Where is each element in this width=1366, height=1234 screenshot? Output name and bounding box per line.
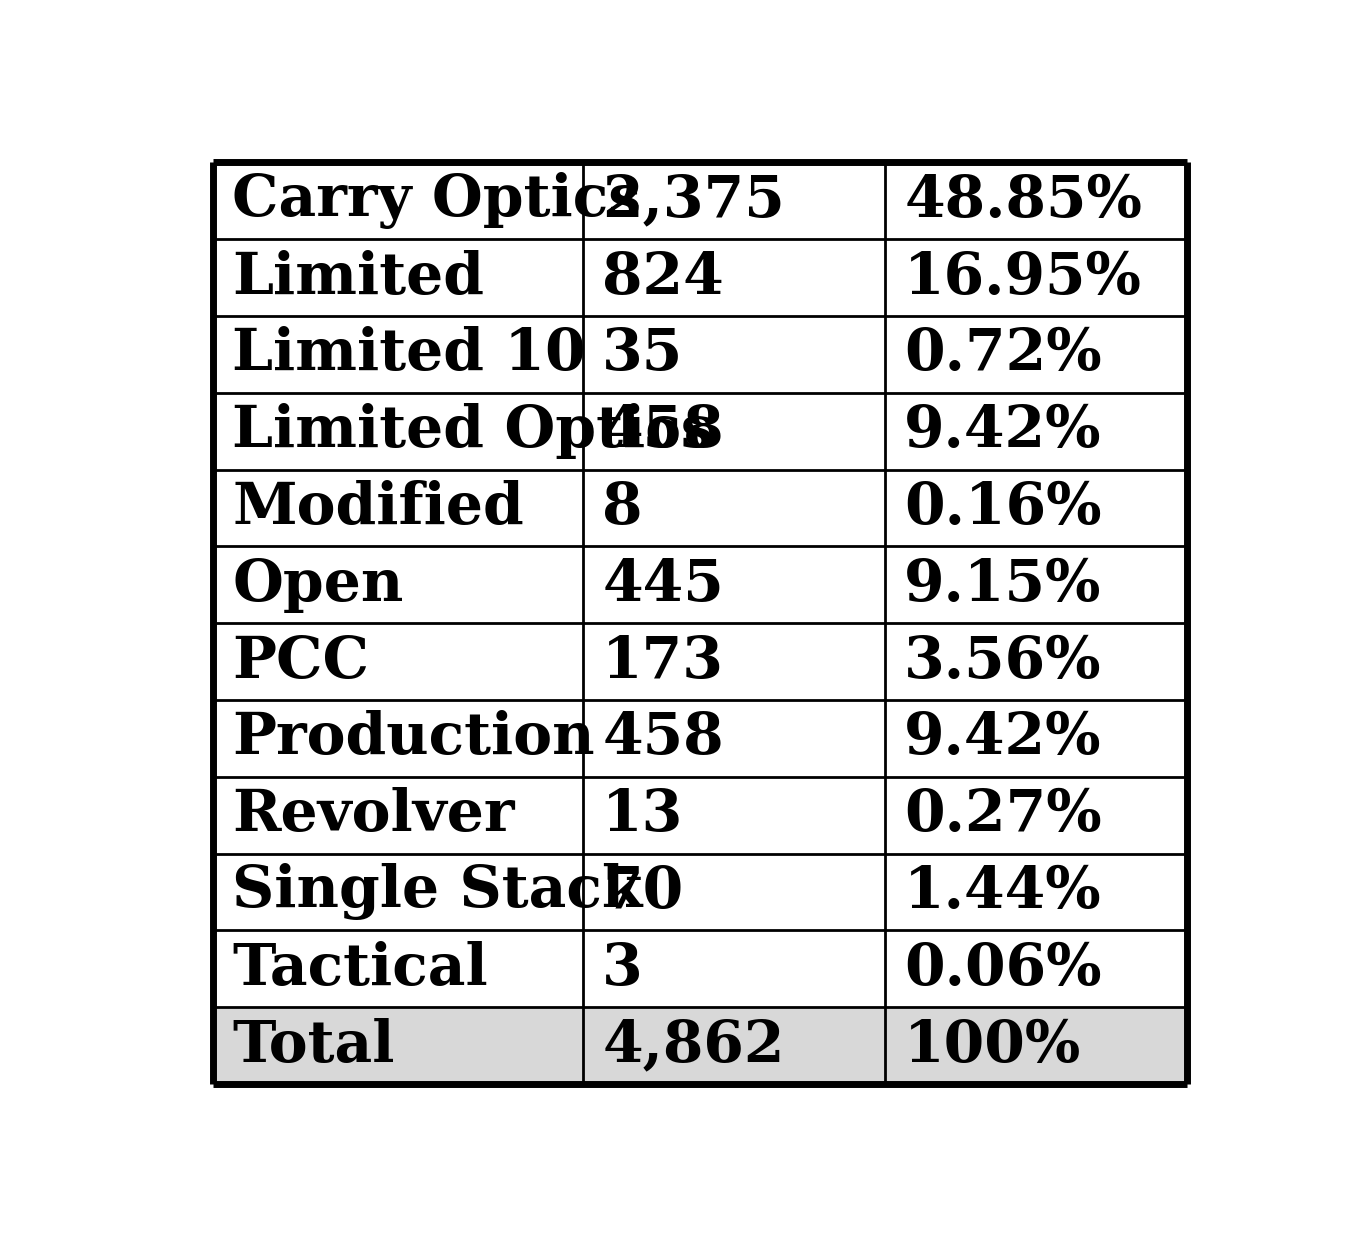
Bar (885, 239, 1187, 316)
Bar (583, 1007, 885, 1083)
Text: Total: Total (232, 1018, 395, 1074)
Text: 0.16%: 0.16% (904, 480, 1102, 536)
Text: 4,862: 4,862 (602, 1018, 784, 1074)
Bar (213, 623, 583, 700)
Text: 445: 445 (602, 557, 724, 613)
Bar (583, 392, 885, 470)
Text: 0.72%: 0.72% (904, 326, 1102, 383)
Text: 9.42%: 9.42% (904, 711, 1102, 766)
Bar (885, 854, 1187, 930)
Text: 458: 458 (602, 711, 724, 766)
Bar (885, 163, 1187, 239)
Text: 3: 3 (602, 940, 643, 997)
Text: Revolver: Revolver (232, 787, 515, 843)
Text: 70: 70 (602, 864, 683, 921)
Text: 9.42%: 9.42% (904, 404, 1102, 459)
Text: 3.56%: 3.56% (904, 633, 1102, 690)
Text: Carry Optics: Carry Optics (232, 173, 641, 230)
Text: 0.27%: 0.27% (904, 787, 1102, 843)
Text: Single Stack: Single Stack (232, 864, 642, 921)
Text: 16.95%: 16.95% (904, 249, 1142, 306)
Bar (885, 392, 1187, 470)
Bar (583, 623, 885, 700)
Bar (885, 316, 1187, 392)
Bar (583, 776, 885, 854)
Text: 8: 8 (602, 480, 643, 536)
Bar (213, 392, 583, 470)
Text: 9.15%: 9.15% (904, 557, 1101, 613)
Text: Limited Optics: Limited Optics (232, 404, 713, 459)
Text: Open: Open (232, 557, 403, 613)
Text: 13: 13 (602, 787, 683, 843)
Bar (213, 700, 583, 776)
Bar (583, 470, 885, 547)
Text: 173: 173 (602, 633, 724, 690)
Bar (213, 547, 583, 623)
Text: 2,375: 2,375 (602, 173, 785, 228)
Text: 824: 824 (602, 249, 724, 306)
Text: 458: 458 (602, 404, 724, 459)
Bar (885, 470, 1187, 547)
Bar (885, 547, 1187, 623)
Bar (213, 163, 583, 239)
Bar (583, 163, 885, 239)
Bar (213, 930, 583, 1007)
Bar (583, 854, 885, 930)
Bar (213, 316, 583, 392)
Bar (885, 930, 1187, 1007)
Bar (213, 854, 583, 930)
Text: 0.06%: 0.06% (904, 940, 1102, 997)
Text: Limited 10: Limited 10 (232, 326, 586, 383)
Bar (885, 1007, 1187, 1083)
Bar (583, 316, 885, 392)
Bar (583, 930, 885, 1007)
Text: 1.44%: 1.44% (904, 864, 1102, 921)
Bar (213, 239, 583, 316)
Text: Production: Production (232, 711, 594, 766)
Bar (583, 700, 885, 776)
Bar (583, 239, 885, 316)
Bar (885, 776, 1187, 854)
Text: 100%: 100% (904, 1018, 1082, 1074)
Text: 35: 35 (602, 326, 683, 383)
Bar (213, 776, 583, 854)
Text: 48.85%: 48.85% (904, 173, 1142, 228)
Text: Limited: Limited (232, 249, 484, 306)
Bar (885, 623, 1187, 700)
Text: PCC: PCC (232, 633, 369, 690)
Bar (885, 700, 1187, 776)
Text: Modified: Modified (232, 480, 525, 536)
Bar (213, 1007, 583, 1083)
Bar (213, 470, 583, 547)
Bar (583, 547, 885, 623)
Text: Tactical: Tactical (232, 940, 488, 997)
